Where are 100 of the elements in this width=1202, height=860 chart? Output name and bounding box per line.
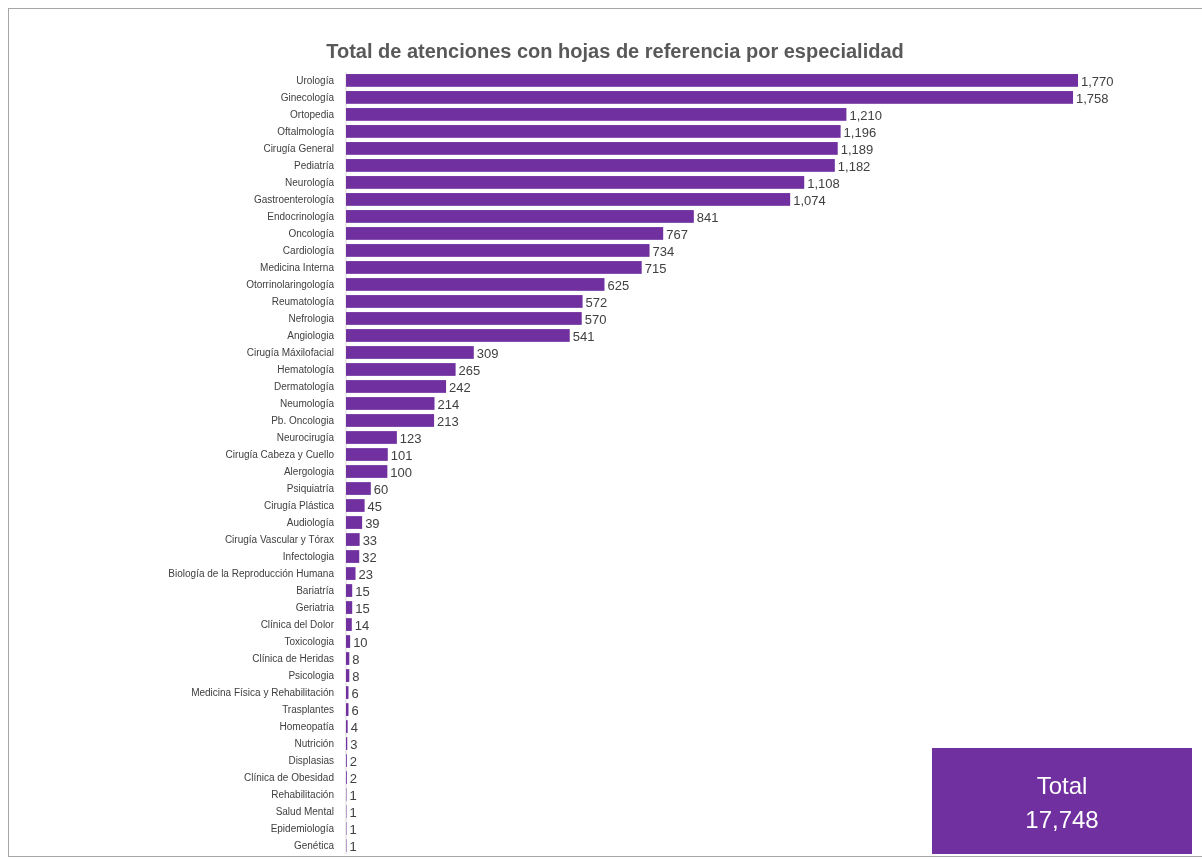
data-label: 1,758	[1076, 90, 1109, 106]
y-tick-label: Trasplantes	[282, 704, 334, 716]
y-tick-label: Pb. Oncologia	[271, 414, 335, 426]
y-tick-label: Clínica del Dolor	[260, 619, 335, 631]
y-tick-label: Cardiología	[282, 244, 335, 256]
bar	[346, 567, 356, 580]
data-label: 23	[358, 567, 373, 583]
y-tick-label: Cirugía Cabeza y Cuello	[225, 449, 335, 460]
data-label: 1,770	[1081, 73, 1114, 89]
data-label: 1,074	[793, 192, 826, 208]
data-label: 1	[349, 805, 357, 821]
y-tick-label: Ginecología	[280, 91, 335, 103]
bar	[346, 380, 447, 393]
bar	[346, 584, 353, 597]
bar	[346, 193, 791, 206]
bar	[346, 295, 583, 308]
bar	[346, 125, 841, 138]
bar	[346, 448, 388, 461]
y-tick-label: Cirugía Plástica	[263, 500, 335, 512]
y-tick-label: Alergologia	[283, 466, 335, 477]
bar	[346, 431, 397, 444]
y-tick-label: Medicina Física y Rehabilitación	[191, 687, 334, 699]
bar	[346, 244, 650, 257]
bar	[346, 227, 664, 240]
bar	[346, 618, 352, 631]
y-tick-label: Psiquiatría	[286, 483, 335, 495]
data-label: 8	[352, 652, 360, 668]
y-tick-label: Neumología	[280, 397, 335, 409]
y-tick-label: Hematología	[277, 363, 335, 375]
bar	[346, 74, 1078, 87]
data-label: 1,196	[843, 124, 877, 140]
data-label: 265	[458, 362, 481, 378]
data-label: 123	[399, 430, 422, 446]
y-tick-label: Infectologia	[282, 551, 335, 563]
y-tick-label: Homeopatía	[279, 721, 335, 733]
data-label: 1,189	[840, 141, 874, 157]
data-label: 14	[354, 618, 370, 634]
bar	[346, 635, 351, 648]
data-label: 60	[373, 482, 389, 498]
data-label: 10	[353, 635, 368, 651]
y-tick-label: Dermatología	[273, 380, 335, 392]
data-label: 2	[349, 754, 358, 770]
chart-title: Total de atenciones con hojas de referencia por especialidad	[326, 40, 904, 62]
data-label: 767	[666, 226, 688, 242]
y-tick-label: Nefrologia	[288, 312, 335, 324]
y-tick-label: Oftalmología	[277, 125, 335, 137]
y-tick-label: Oncología	[288, 227, 335, 239]
bar	[346, 482, 371, 495]
y-tick-label: Cirugía Vascular y Tórax	[224, 534, 334, 546]
y-tick-label: Angiologia	[287, 329, 335, 341]
bar	[346, 465, 388, 478]
y-tick-label: Salud Mental	[275, 806, 334, 818]
y-tick-label: Epidemiología	[270, 823, 335, 835]
bar	[346, 414, 435, 427]
y-tick-label: Rehabilitación	[271, 789, 334, 801]
y-tick-label: Nutrición	[294, 738, 334, 750]
data-label: 100	[390, 465, 413, 480]
bar	[346, 176, 805, 189]
bar	[346, 346, 474, 359]
bar	[346, 261, 642, 274]
data-label: 1	[349, 839, 357, 855]
data-label: 715	[644, 260, 667, 276]
data-label: 570	[584, 311, 607, 327]
data-label: 1	[349, 822, 357, 838]
data-label: 2	[349, 771, 358, 787]
data-label: 213	[437, 413, 459, 429]
y-tick-label: Urología	[296, 74, 335, 86]
data-label: 1	[349, 788, 357, 804]
data-label: 39	[365, 516, 380, 532]
bar	[346, 499, 365, 512]
data-label: 734	[652, 243, 675, 259]
data-label: 32	[362, 550, 377, 566]
y-tick-label: Neurología	[285, 176, 335, 188]
data-label: 101	[390, 448, 413, 463]
data-label: 214	[437, 396, 460, 412]
bar	[346, 397, 435, 410]
bar	[346, 516, 363, 529]
y-tick-label: Geriatria	[295, 602, 335, 614]
bar	[346, 312, 582, 325]
data-label: 15	[355, 584, 370, 600]
y-tick-label: Displasias	[288, 755, 334, 767]
y-tick-label: Clínica de Heridas	[252, 653, 334, 665]
bar	[346, 533, 360, 546]
bar	[346, 329, 570, 342]
y-tick-label: Neurocirugía	[276, 431, 335, 443]
data-label: 3	[350, 737, 358, 753]
y-tick-label: Clínica de Obesidad	[243, 772, 334, 784]
y-tick-label: Ortopedia	[290, 108, 335, 120]
y-tick-label: Cirugía Máxilofacial	[246, 346, 334, 358]
data-label: 309	[476, 345, 499, 361]
bar	[346, 652, 350, 665]
data-label: 6	[351, 686, 359, 702]
y-tick-label: Endocrinología	[267, 210, 335, 222]
data-label: 1,108	[807, 175, 840, 191]
y-tick-label: Audiología	[286, 517, 335, 529]
bar	[346, 210, 694, 223]
annotation: 17,748	[1025, 806, 1099, 833]
bar	[346, 601, 353, 614]
data-label: 15	[355, 601, 370, 617]
y-tick-label: Pediatría	[293, 159, 335, 171]
